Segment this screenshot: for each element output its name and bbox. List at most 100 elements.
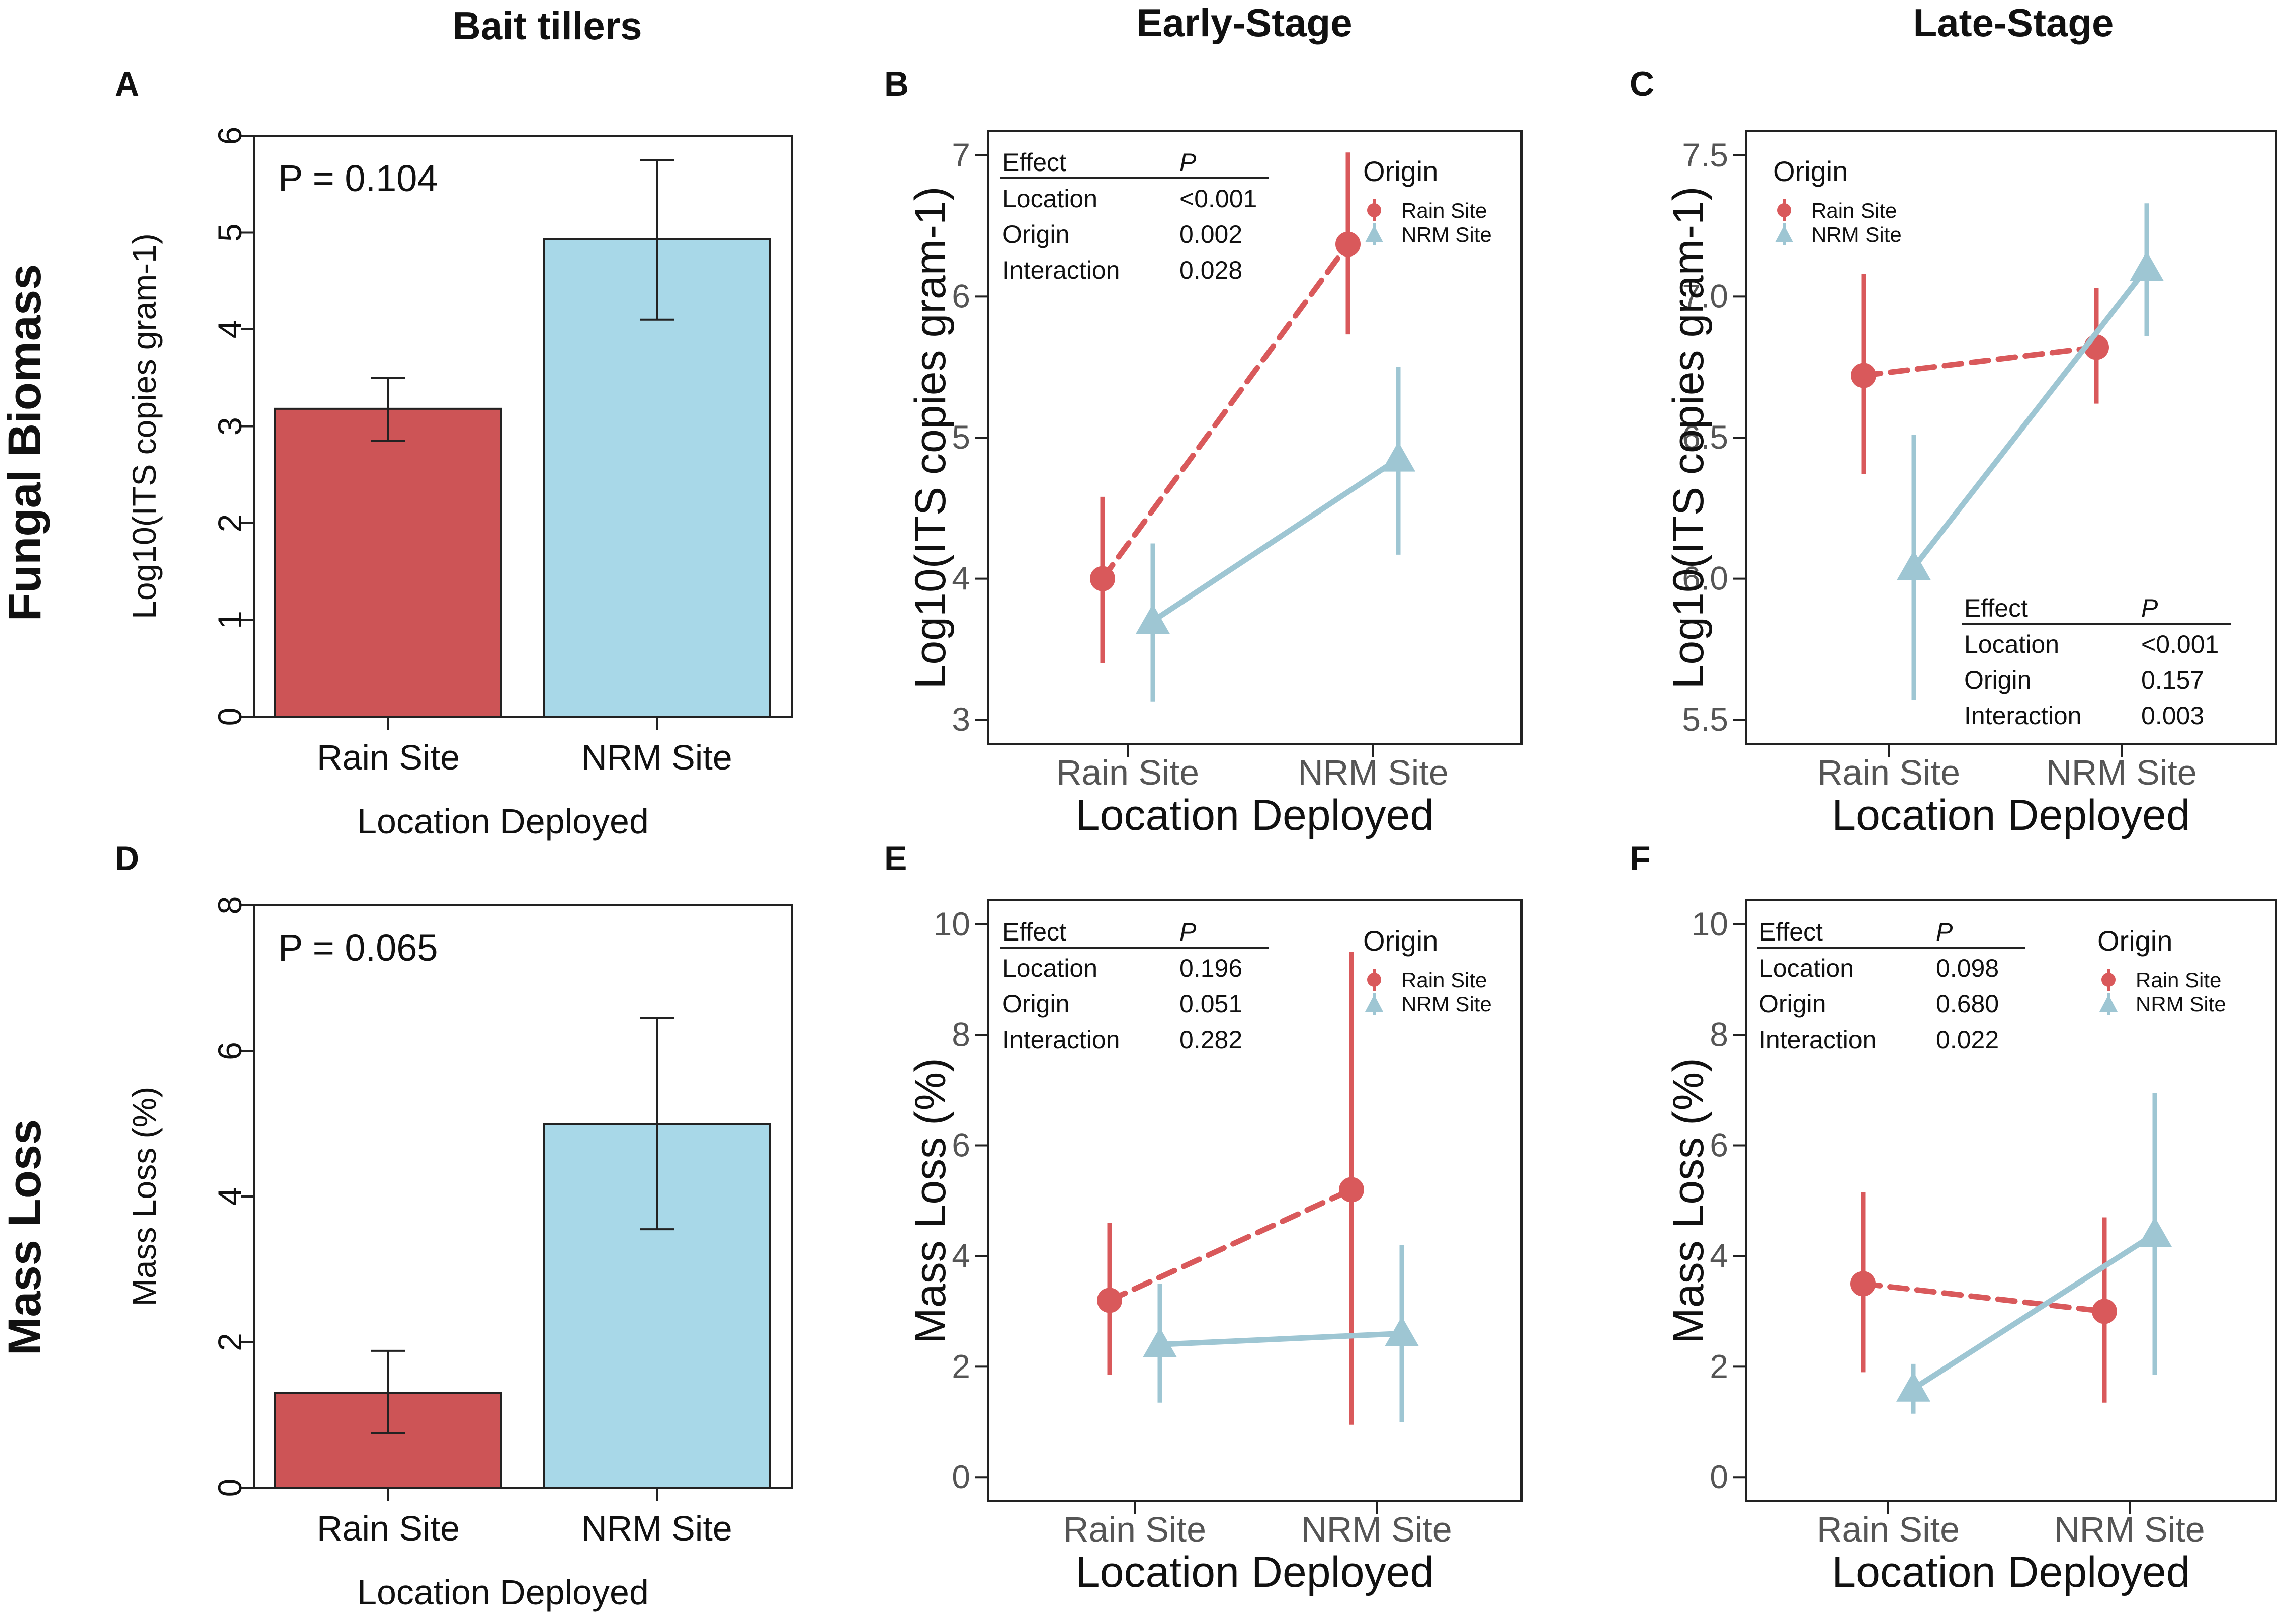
table-header-effect: Effect (1002, 918, 1066, 946)
y-tick-label: 1 (211, 611, 248, 629)
x-tick-label: Rain Site (1817, 1510, 1960, 1549)
y-axis-label: Mass Loss (%) (906, 1058, 955, 1344)
y-tick-label: 5.5 (1682, 701, 1728, 738)
x-tick-label: Rain Site (1063, 1510, 1206, 1549)
y-tick-label: 2 (211, 514, 248, 533)
p-value-annotation: P = 0.065 (278, 927, 438, 969)
legend-label-nrm-site: NRM Site (2136, 992, 2226, 1016)
legend-title: Origin (1773, 155, 1848, 187)
table-effect-name: Origin (1759, 990, 1826, 1018)
data-point-nrm-site (1136, 604, 1170, 634)
series-line-rain-site (1107, 1187, 1355, 1303)
column-title-bait-tillers: Bait tillers (452, 4, 642, 48)
y-tick-label: 6 (1710, 1127, 1728, 1164)
panel-letter-a: A (115, 65, 139, 103)
legend-key-rain-site (2101, 973, 2116, 987)
y-tick-label: 6 (211, 1042, 248, 1060)
panel-a: 0 1 2 3 4 5 6 Rain Site NRM Site Location Deploye… (126, 127, 793, 841)
y-tick-label: 7.5 (1682, 136, 1728, 174)
x-tick-label: NRM Site (1298, 753, 1448, 792)
y-axis-label: Mass Loss (%) (126, 1087, 163, 1306)
legend-key-nrm-site (2099, 995, 2118, 1012)
table-effect-name: Origin (1002, 220, 1069, 248)
y-tick-label: 6.5 (1682, 418, 1728, 456)
x-tick-label: NRM Site (2046, 753, 2196, 792)
series-line-nrm-site (1911, 265, 2150, 570)
panel-letter-e: E (884, 839, 907, 878)
table-p-value: 0.680 (1936, 990, 1999, 1018)
x-tick-label: Rain Site (317, 1509, 460, 1548)
y-tick-label: 6 (211, 127, 248, 145)
row-title-mass-loss: Mass Loss (0, 1119, 50, 1355)
x-tick-label: NRM Site (581, 1509, 732, 1548)
y-axis-label: Mass Loss (%) (1664, 1058, 1713, 1344)
y-tick-label: 2 (952, 1347, 970, 1385)
y-tick-label: 4 (1710, 1237, 1728, 1274)
series-line-rain-site (1860, 1280, 2107, 1314)
x-tick-label: NRM Site (581, 738, 732, 777)
y-tick-label: 7 (952, 136, 970, 174)
legend-title: Origin (1363, 155, 1438, 187)
legend-title: Origin (2097, 925, 2172, 957)
data-point-nrm-site (1385, 1316, 1419, 1346)
x-tick-label: Rain Site (317, 738, 460, 777)
table-header-p: P (2141, 594, 2158, 622)
table-p-value: 0.022 (1936, 1025, 1999, 1054)
y-tick-label: 10 (1692, 905, 1728, 943)
y-axis-label: Log10(ITS copies gram-1) (906, 187, 955, 689)
x-axis-label: Location Deployed (357, 802, 649, 841)
y-tick-label: 10 (934, 905, 970, 943)
y-tick-label: 0 (211, 1479, 248, 1497)
data-point-rain-site (1339, 1177, 1364, 1203)
series-line-nrm-site (1150, 456, 1401, 624)
legend-label-rain-site: Rain Site (1401, 199, 1487, 222)
table-effect-name: Location (1002, 185, 1097, 213)
table-effect-name: Interaction (1002, 256, 1120, 284)
table-p-value: 0.196 (1179, 954, 1242, 982)
data-point-rain-site (1335, 231, 1361, 257)
y-tick-label: 0 (1710, 1458, 1728, 1495)
table-p-value: <0.001 (2141, 630, 2219, 658)
panel-letter-c: C (1630, 65, 1654, 103)
panel-letter-b: B (884, 65, 909, 103)
table-p-value: 0.002 (1179, 220, 1242, 248)
data-point-nrm-site (1896, 1372, 1930, 1402)
column-title-late-stage: Late-Stage (1913, 1, 2114, 45)
table-p-value: 0.051 (1179, 990, 1242, 1018)
y-tick-label: 4 (952, 560, 970, 597)
table-effect-name: Interaction (1759, 1025, 1876, 1054)
data-point-rain-site (2092, 1299, 2117, 1324)
p-value-annotation: P = 0.104 (278, 157, 438, 199)
data-point-rain-site (1090, 566, 1115, 591)
data-point-nrm-site (2130, 251, 2164, 281)
x-tick-label: Rain Site (1056, 753, 1199, 792)
table-effect-name: Interaction (1002, 1025, 1120, 1054)
y-tick-label: 2 (1710, 1347, 1728, 1385)
table-p-value: <0.001 (1179, 185, 1257, 213)
y-tick-label: 3 (952, 701, 970, 738)
legend-key-nrm-site (1775, 225, 1793, 242)
panel-letter-d: D (115, 839, 139, 878)
legend-key-nrm-site (1365, 995, 1383, 1012)
panel-letter-f: F (1630, 839, 1651, 878)
y-tick-label: 7.0 (1682, 277, 1728, 314)
legend-label-nrm-site: NRM Site (1401, 223, 1492, 246)
panel-d: 0 2 4 6 8 Rain Site NRM Site Location Deployed M… (126, 896, 793, 1612)
y-tick-label: 4 (952, 1237, 970, 1274)
table-p-value: 0.157 (2141, 666, 2204, 694)
legend-title: Origin (1363, 925, 1438, 957)
x-tick-label: Rain Site (1817, 753, 1960, 792)
table-effect-name: Interaction (1964, 702, 2081, 730)
data-point-nrm-site (2138, 1217, 2172, 1247)
series-line-nrm-site (1157, 1330, 1405, 1347)
y-axis-label: Log10(ITS copies gram-1) (1664, 187, 1713, 689)
table-header-effect: Effect (1002, 148, 1066, 177)
y-tick-label: 0 (211, 708, 248, 726)
column-title-early-stage: Early-Stage (1136, 1, 1352, 45)
x-axis-label: Location Deployed (1076, 1548, 1434, 1596)
y-tick-label: 6 (952, 1127, 970, 1164)
